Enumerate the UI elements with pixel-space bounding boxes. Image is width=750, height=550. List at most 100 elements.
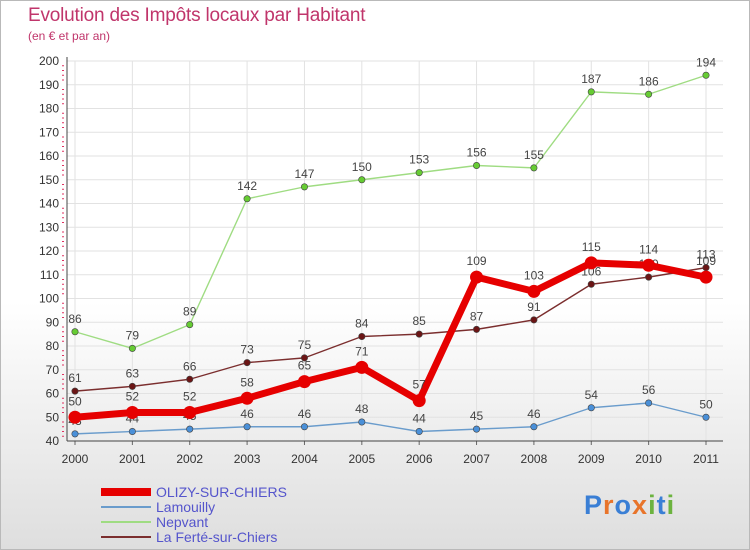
data-label-nepvant-2007: 156: [467, 146, 487, 160]
data-label-la-fert-sur-chiers-2007: 87: [470, 309, 484, 323]
y-tick-label-40: 40: [46, 434, 60, 448]
data-point-nepvant-2004: [300, 183, 308, 191]
data-point-lamouilly-2005: [358, 418, 366, 426]
data-point-la-fert-sur-chiers-2010: [645, 273, 653, 281]
data-label-nepvant-2005: 150: [352, 160, 372, 174]
data-point-lamouilly-2009: [587, 404, 595, 412]
legend-item-olizy: OLIZY-SUR-CHIERS: [101, 484, 361, 501]
x-tick-label-2003: 2003: [234, 452, 261, 466]
logo-letter: o: [614, 490, 633, 520]
data-label-la-fert-sur-chiers-2006: 85: [413, 314, 427, 328]
data-point-nepvant-2010: [645, 90, 653, 98]
data-label-lamouilly-2010: 56: [642, 383, 656, 397]
data-point-olizy-sur-chiers-2008: [527, 284, 541, 298]
data-label-olizy-sur-chiers-2002: 52: [183, 390, 197, 404]
series-line-la-fert-sur-chiers: [74, 266, 707, 392]
legend-item-lamouilly: Lamouilly: [101, 499, 361, 516]
data-label-nepvant-2003: 142: [237, 179, 257, 193]
data-point-olizy-sur-chiers-2009: [584, 256, 598, 270]
data-point-lamouilly-2011: [702, 413, 710, 421]
data-label-la-fert-sur-chiers-2000: 61: [68, 371, 82, 385]
data-label-nepvant-2011: 194: [696, 55, 716, 69]
data-label-la-fert-sur-chiers-2002: 66: [183, 359, 197, 373]
legend-swatch-la-ferte: [101, 536, 151, 538]
logo-letter: r: [603, 490, 615, 520]
y-tick-label-80: 80: [46, 339, 60, 353]
x-tick-label-2002: 2002: [176, 452, 203, 466]
chart-title: Evolution des Impôts locaux par Habitant: [28, 5, 366, 26]
data-label-lamouilly-2006: 44: [413, 412, 427, 426]
y-tick-label-170: 170: [39, 125, 59, 139]
y-tick-label-70: 70: [46, 363, 60, 377]
logo-letter: x: [632, 490, 649, 520]
data-label-olizy-sur-chiers-2004: 65: [298, 359, 312, 373]
data-point-lamouilly-2007: [473, 425, 481, 433]
data-label-la-fert-sur-chiers-2011: 113: [696, 248, 715, 262]
data-label-lamouilly-2004: 46: [298, 407, 312, 421]
x-tick-label-2005: 2005: [348, 452, 375, 466]
legend-swatch-lamouilly: [101, 506, 151, 508]
data-point-olizy-sur-chiers-2010: [642, 258, 656, 272]
data-point-olizy-sur-chiers-2001: [125, 406, 139, 419]
logo-letter: i: [666, 490, 676, 520]
data-point-olizy-sur-chiers-2004: [297, 375, 311, 389]
series-line-lamouilly: [74, 402, 707, 435]
data-label-lamouilly-2003: 46: [240, 407, 254, 421]
logo-letter: t: [656, 490, 667, 520]
data-label-nepvant-2006: 153: [409, 153, 429, 167]
data-point-lamouilly-2001: [128, 427, 136, 435]
x-tick-label-2000: 2000: [62, 452, 89, 466]
data-label-olizy-sur-chiers-2011: 109: [696, 254, 716, 268]
data-point-nepvant-2007: [473, 162, 481, 170]
data-label-la-fert-sur-chiers-2003: 73: [240, 343, 254, 357]
data-point-nepvant-2008: [530, 164, 538, 172]
y-tick-label-110: 110: [40, 268, 59, 282]
data-label-olizy-sur-chiers-2005: 71: [355, 344, 369, 358]
data-label-lamouilly-2011: 50: [699, 397, 713, 411]
y-tick-label-140: 140: [39, 197, 59, 211]
data-label-olizy-sur-chiers-2010: 114: [639, 242, 658, 256]
data-label-la-fert-sur-chiers-2004: 75: [298, 338, 312, 352]
x-tick-label-2006: 2006: [406, 452, 433, 466]
data-label-nepvant-2001: 79: [126, 328, 140, 342]
data-point-nepvant-2011: [702, 71, 710, 79]
legend-label-nepvant: Nepvant: [156, 514, 209, 530]
data-point-olizy-sur-chiers-2006: [412, 394, 426, 408]
data-point-lamouilly-2004: [300, 423, 308, 431]
data-point-la-fert-sur-chiers-2005: [358, 332, 366, 340]
data-point-olizy-sur-chiers-2002: [183, 406, 197, 419]
data-point-lamouilly-2010: [645, 399, 653, 407]
data-point-olizy-sur-chiers-2007: [470, 270, 484, 284]
data-point-la-fert-sur-chiers-2003: [243, 359, 251, 367]
proxiti-logo: Proxiti: [584, 490, 675, 521]
data-label-la-fert-sur-chiers-2008: 91: [527, 300, 541, 314]
logo-letter: i: [648, 490, 657, 520]
series-line-olizy-sur-chiers: [71, 259, 710, 421]
data-point-la-fert-sur-chiers-2002: [186, 375, 194, 383]
data-label-lamouilly-2008: 46: [527, 407, 541, 421]
chart-subtitle: (en € et par an): [28, 29, 111, 43]
legend-swatch-nepvant: [101, 521, 151, 523]
y-tick-label-90: 90: [46, 315, 60, 329]
legend-label-lamouilly: Lamouilly: [156, 499, 216, 515]
data-point-la-fert-sur-chiers-2008: [530, 316, 538, 324]
x-tick-label-2011: 2011: [693, 452, 719, 466]
data-label-nepvant-2004: 147: [294, 167, 314, 181]
data-point-lamouilly-2002: [186, 425, 194, 433]
x-tick-label-2009: 2009: [578, 452, 605, 466]
legend-label-olizy: OLIZY-SUR-CHIERS: [156, 484, 287, 500]
data-point-la-fert-sur-chiers-2001: [128, 382, 136, 390]
data-point-olizy-sur-chiers-2005: [355, 360, 369, 374]
y-tick-label-50: 50: [46, 410, 60, 424]
legend-label-la-ferte: La Ferté-sur-Chiers: [156, 529, 278, 545]
y-tick-label-200: 200: [39, 54, 59, 68]
y-tick-label-180: 180: [39, 102, 59, 116]
data-point-la-fert-sur-chiers-2007: [473, 325, 481, 333]
data-label-la-fert-sur-chiers-2005: 84: [355, 317, 369, 331]
data-point-nepvant-2002: [186, 321, 194, 329]
data-label-olizy-sur-chiers-2001: 52: [126, 390, 140, 404]
data-label-olizy-sur-chiers-2007: 109: [467, 254, 487, 268]
series-line-nepvant: [74, 74, 707, 350]
